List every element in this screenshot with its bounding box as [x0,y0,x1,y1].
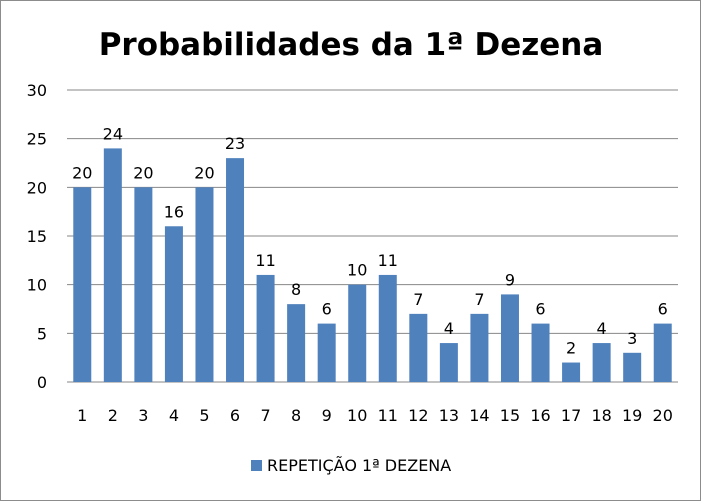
bar [226,158,245,382]
bar [195,187,214,382]
y-tick-label: 0 [37,373,47,392]
data-label: 6 [535,300,545,319]
y-tick-label: 15 [27,227,47,246]
x-tick-label: 10 [347,406,367,425]
x-tick-label: 6 [230,406,240,425]
data-label: 23 [225,134,245,153]
y-tick-label: 25 [27,130,47,149]
x-tick-label: 7 [260,406,270,425]
y-axis: 0 5 10 15 20 25 30 [27,81,47,392]
bar [653,323,672,382]
data-label: 20 [194,163,214,182]
x-tick-label: 8 [291,406,301,425]
x-tick-label: 15 [500,406,520,425]
x-tick-label: 9 [322,406,332,425]
data-label: 16 [164,202,184,221]
x-tick-label: 5 [199,406,209,425]
data-label: 7 [413,290,423,309]
bar [317,323,336,382]
y-tick-label: 10 [27,276,47,295]
x-tick-label: 16 [530,406,550,425]
x-tick-label: 19 [622,406,642,425]
data-label: 3 [627,329,637,348]
y-tick-label: 30 [27,81,47,100]
x-tick-label: 13 [439,406,459,425]
data-label: 6 [658,300,668,319]
bar [287,304,306,382]
legend-label: REPETIÇÃO 1ª DEZENA [267,456,451,475]
y-tick-label: 5 [37,324,47,343]
data-label: 2 [566,339,576,358]
bar [378,274,397,382]
x-tick-label: 2 [108,406,118,425]
data-label: 8 [291,280,301,299]
data-label: 4 [444,319,454,338]
x-tick-label: 17 [561,406,581,425]
legend: REPETIÇÃO 1ª DEZENA [251,456,451,475]
data-label: 11 [255,251,275,270]
bar [134,187,153,382]
x-tick-label: 1 [77,406,87,425]
gridlines [67,89,678,383]
bar [348,284,367,382]
data-label: 10 [347,261,367,280]
legend-swatch [251,460,262,471]
data-label: 20 [72,163,92,182]
bar [470,313,489,382]
bar [256,274,275,382]
chart-title: Probabilidades da 1ª Dezena [99,27,604,63]
data-label: 24 [103,124,123,143]
x-tick-label: 12 [408,406,428,425]
bar [623,352,642,382]
data-label: 6 [322,300,332,319]
data-label: 9 [505,270,515,289]
bar [409,313,428,382]
x-axis: 1 2 3 4 5 6 7 8 9 10 11 12 13 14 15 16 17 18 19 20 [77,406,673,425]
x-tick-label: 3 [138,406,148,425]
data-label: 7 [474,290,484,309]
bar [562,362,581,382]
bar [439,343,458,382]
x-tick-label: 4 [169,406,179,425]
y-tick-label: 20 [27,178,47,197]
x-tick-label: 11 [378,406,398,425]
x-tick-label: 14 [469,406,489,425]
bar [73,187,92,382]
bar [500,294,519,382]
x-tick-label: 18 [591,406,611,425]
data-label: 4 [597,319,607,338]
bar [531,323,550,382]
bar [103,148,122,382]
x-tick-label: 20 [653,406,673,425]
data-label: 11 [378,251,398,270]
data-label: 20 [133,163,153,182]
bar [164,226,183,382]
bar [592,343,611,382]
